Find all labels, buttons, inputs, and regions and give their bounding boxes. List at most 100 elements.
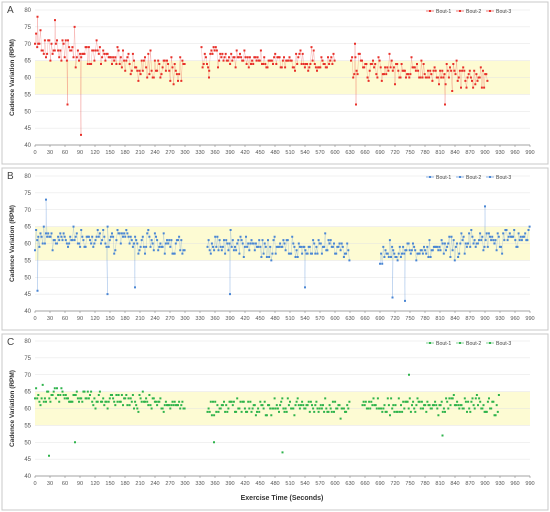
- data-point: [403, 407, 406, 410]
- data-point: [217, 66, 219, 69]
- data-point: [370, 63, 373, 65]
- data-point: [278, 245, 280, 248]
- data-point: [41, 242, 44, 245]
- data-point: [231, 239, 234, 242]
- data-point: [43, 242, 46, 245]
- data-point: [51, 249, 54, 252]
- data-point: [506, 239, 509, 242]
- data-point: [465, 86, 468, 89]
- data-point: [445, 249, 447, 252]
- data-point: [67, 39, 69, 42]
- data-point: [80, 229, 83, 231]
- data-point: [318, 407, 321, 410]
- x-tick-label: 810: [435, 481, 444, 487]
- data-point: [235, 49, 238, 52]
- data-point: [479, 66, 482, 69]
- data-point: [134, 400, 137, 403]
- data-point: [120, 232, 123, 235]
- data-point: [128, 404, 131, 407]
- data-point: [304, 249, 307, 252]
- data-point: [458, 252, 461, 255]
- data-point: [263, 56, 266, 59]
- data-point: [207, 66, 210, 69]
- data-point: [109, 394, 112, 396]
- data-point: [436, 245, 439, 248]
- y-tick-label: 45: [24, 292, 31, 298]
- data-point: [440, 76, 443, 79]
- data-point: [311, 59, 314, 62]
- data-point: [149, 49, 152, 52]
- data-point: [413, 245, 416, 248]
- data-point: [292, 242, 295, 245]
- x-tick-label: 540: [300, 481, 309, 487]
- data-point: [54, 19, 56, 22]
- data-point: [52, 390, 55, 393]
- data-point: [468, 69, 471, 72]
- data-point: [182, 407, 185, 410]
- data-point: [175, 239, 178, 242]
- data-point: [344, 410, 346, 413]
- data-point: [79, 397, 82, 400]
- data-point: [163, 404, 166, 407]
- data-point: [464, 79, 467, 82]
- data-point: [422, 63, 425, 65]
- data-point: [63, 397, 66, 400]
- data-point: [385, 252, 388, 255]
- data-point: [402, 245, 405, 248]
- data-point: [123, 397, 126, 400]
- data-point: [286, 397, 289, 400]
- data-point: [182, 249, 185, 252]
- data-point: [182, 63, 185, 65]
- data-point: [433, 66, 436, 69]
- data-point: [43, 397, 46, 400]
- data-point: [216, 404, 219, 407]
- data-point: [166, 239, 168, 242]
- data-point: [508, 232, 511, 235]
- data-point: [286, 59, 289, 62]
- data-point: [354, 56, 357, 59]
- data-point: [319, 404, 322, 407]
- data-point: [120, 66, 123, 69]
- y-tick-label: 40: [24, 474, 31, 480]
- data-point: [324, 232, 327, 235]
- data-point: [250, 63, 252, 65]
- data-point: [476, 242, 479, 245]
- data-point: [460, 232, 463, 235]
- data-point: [135, 66, 138, 69]
- data-point: [474, 397, 477, 400]
- data-point: [452, 63, 455, 65]
- series-bout-2: [206, 229, 351, 296]
- x-tick-label: 30: [47, 481, 53, 487]
- x-tick-label: 450: [255, 150, 264, 156]
- data-point: [310, 46, 313, 49]
- data-point: [525, 239, 528, 242]
- data-point: [297, 242, 300, 245]
- data-point: [413, 407, 416, 410]
- data-point: [319, 66, 322, 69]
- data-point: [332, 52, 335, 55]
- data-point: [227, 407, 230, 410]
- data-point: [312, 49, 315, 52]
- data-point: [426, 400, 429, 403]
- data-point: [104, 400, 107, 403]
- data-point: [290, 59, 293, 62]
- data-point: [427, 256, 430, 258]
- data-point: [375, 407, 378, 410]
- data-point: [481, 235, 484, 238]
- x-tick-label: 960: [510, 481, 519, 487]
- data-point: [490, 407, 493, 410]
- legend-label: Bout-2: [466, 175, 481, 181]
- data-point: [54, 42, 57, 45]
- data-point: [119, 400, 122, 403]
- data-point: [430, 73, 433, 76]
- data-point: [255, 59, 258, 62]
- data-point: [379, 66, 382, 69]
- data-point: [286, 239, 289, 242]
- data-point: [326, 410, 329, 413]
- legend-label: Bout-1: [436, 175, 451, 181]
- data-point: [520, 239, 523, 242]
- data-point: [252, 63, 255, 65]
- y-tick-label: 40: [24, 143, 31, 149]
- data-point: [41, 383, 44, 386]
- data-point: [435, 404, 438, 407]
